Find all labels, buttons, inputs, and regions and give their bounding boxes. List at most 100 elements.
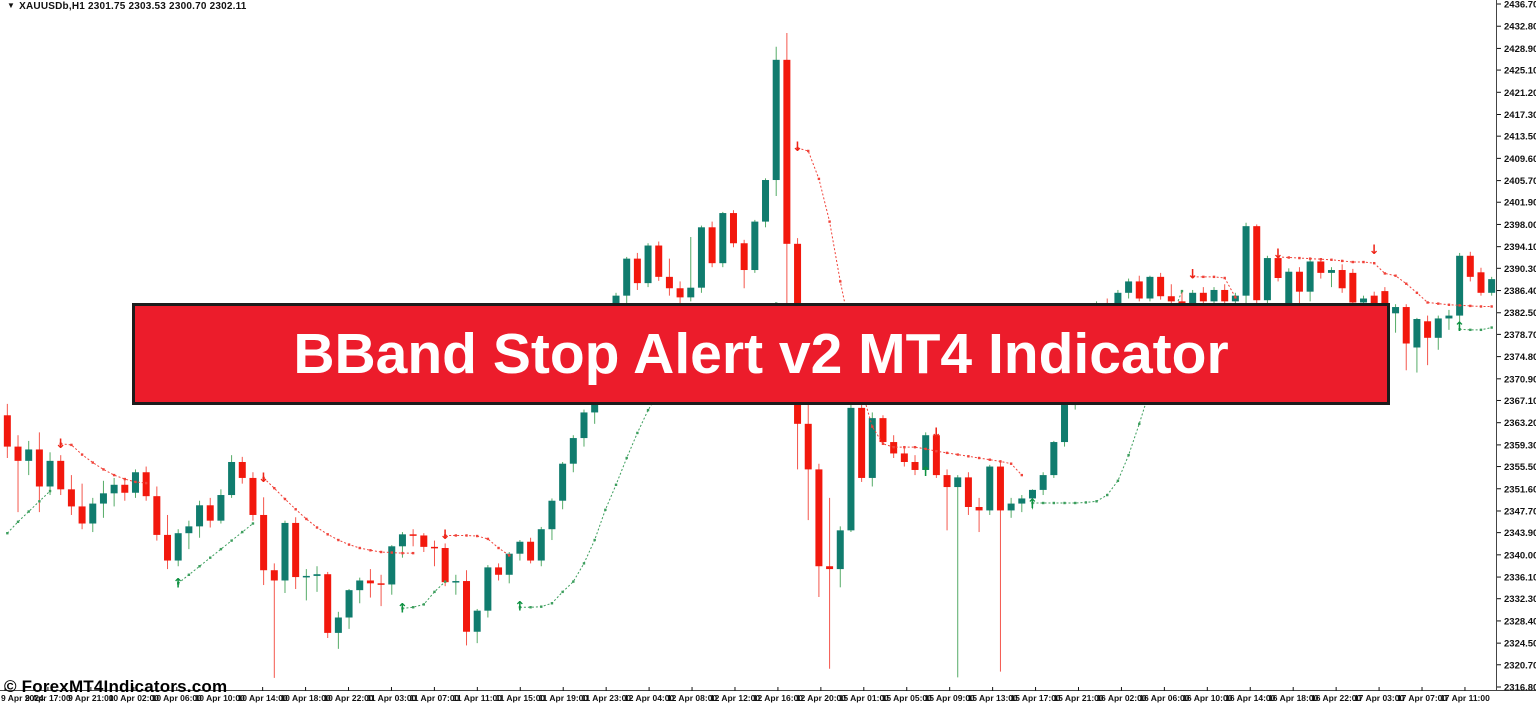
bull-candle [1125, 278, 1133, 299]
candle-body [1146, 276, 1154, 299]
time-label: 16 Apr 22:00 [1311, 693, 1362, 703]
bull-candle [1007, 497, 1015, 518]
price-label: 2332.30 [1504, 594, 1536, 605]
stop-dot [924, 447, 927, 451]
bull-candle [1445, 309, 1453, 330]
stop-dot [1405, 282, 1408, 285]
stop-dot [358, 546, 361, 550]
time-label: 17 Apr 11:00 [1440, 693, 1490, 703]
candle-body [729, 213, 737, 244]
candle-body [398, 534, 406, 547]
bear-candle [420, 533, 428, 552]
bull-candle [99, 480, 107, 518]
candle-body [1370, 295, 1378, 305]
candle-body [1424, 321, 1432, 338]
candle-body [719, 213, 727, 264]
time-label: 10 Apr 10:00 [195, 693, 246, 703]
candle-body [1125, 281, 1133, 293]
stop-dot [1234, 296, 1237, 299]
bear-candle [153, 486, 161, 541]
bear-candle [911, 455, 919, 476]
candle-body [1349, 272, 1357, 303]
buy-arrow-icon: ↑ [173, 576, 184, 591]
price-axis[interactable]: 2436.70 2432.80 2428.90 2425.10 2421.20 2417.… [1497, 0, 1536, 694]
candle-body [623, 258, 631, 296]
candle-body [804, 423, 812, 470]
stop-dot [80, 453, 84, 456]
stop-dot [1372, 261, 1376, 265]
candle-body [1210, 289, 1218, 302]
bull-candle [1242, 222, 1250, 308]
stop-dot [1063, 501, 1066, 505]
stop-dot [497, 546, 500, 550]
stop-dot [294, 508, 297, 511]
time-label: 12 Apr 16:00 [753, 693, 804, 703]
price-label: 2351.60 [1504, 484, 1536, 495]
bbandstop-up-segment: ↑ [1454, 320, 1493, 335]
stop-dot [636, 431, 639, 435]
bear-candle [430, 540, 438, 567]
bull-candle [313, 566, 321, 592]
candle-body [996, 466, 1004, 511]
stop-dot [828, 220, 831, 223]
chevron-down-icon: ▼ [7, 1, 16, 10]
stop-dot [198, 565, 201, 568]
bear-candle [270, 563, 278, 678]
stop-dot [1138, 422, 1141, 426]
bear-candle [826, 497, 834, 669]
price-label: 2409.60 [1504, 154, 1536, 165]
time-label: 10 Apr 06:00 [152, 693, 203, 703]
bull-candle [751, 219, 759, 273]
bear-candle [858, 405, 866, 482]
bull-candle [954, 475, 962, 678]
candle-body [559, 463, 567, 501]
candle-body [772, 59, 780, 181]
time-label: 16 Apr 06:00 [1139, 693, 1190, 703]
candle-body [228, 461, 236, 496]
candle-body [99, 493, 107, 504]
candle-body [1413, 319, 1421, 348]
candle-body [1242, 226, 1250, 296]
bull-candle [559, 461, 567, 510]
candle-body [334, 617, 342, 633]
candle-body [1157, 276, 1165, 297]
stop-dot [646, 408, 650, 412]
bear-candle [1466, 251, 1474, 282]
candle-body [847, 407, 855, 531]
stop-dot [1394, 274, 1397, 277]
stop-dot [454, 534, 458, 537]
candle-body [473, 610, 481, 632]
stop-dot [1180, 289, 1184, 293]
price-label: 2436.70 [1504, 0, 1536, 11]
candle-body [174, 533, 182, 561]
bull-candle [505, 551, 513, 584]
symbol-ohlc-header: ▼ XAUUSDb,H1 2301.75 2303.53 2300.70 2302… [7, 1, 247, 12]
bear-candle [964, 472, 972, 515]
bear-candle [441, 543, 449, 587]
bear-candle [78, 483, 86, 530]
candle-body [420, 535, 428, 547]
time-label: 9 Apr 17:00 [25, 693, 71, 703]
candle-body [911, 461, 919, 470]
bull-candle [196, 500, 204, 538]
candle-body [302, 575, 310, 578]
candle-body [1189, 292, 1197, 305]
bear-candle [1157, 272, 1165, 300]
bear-candle [366, 569, 374, 598]
candle-body [366, 580, 374, 584]
bull-candle [356, 577, 364, 604]
price-label: 2425.10 [1504, 66, 1536, 77]
bbandstop-down-segment: ↓ [440, 528, 511, 557]
price-label: 2382.50 [1504, 308, 1536, 319]
candle-body [655, 245, 663, 277]
bear-candle [260, 497, 268, 586]
candle-body [3, 415, 11, 447]
bear-candle [708, 221, 716, 268]
time-label: 12 Apr 20:00 [796, 693, 847, 703]
bear-candle [879, 415, 887, 445]
time-label: 17 Apr 07:00 [1397, 693, 1448, 703]
sell-arrow-icon: ↓ [792, 140, 803, 155]
candle-body [1456, 255, 1464, 316]
stop-dot [1469, 328, 1472, 332]
